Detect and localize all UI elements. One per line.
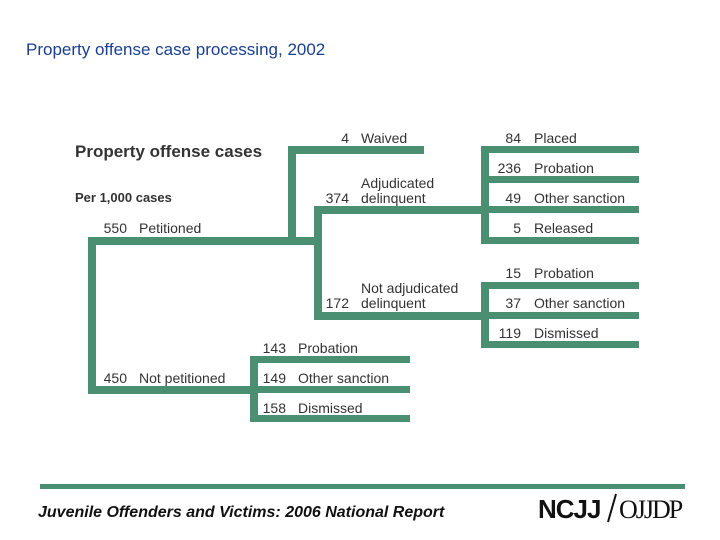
na-other-sanction-label: Other sanction	[534, 295, 626, 311]
not-adjudicated-bar	[314, 312, 489, 320]
trunk-bar	[88, 237, 96, 394]
waived-label: Waived	[361, 130, 408, 146]
placed-bar	[481, 146, 639, 153]
placed-value: 84	[505, 130, 521, 146]
placed-label: Placed	[534, 130, 577, 146]
adjudicated-value: 374	[325, 190, 349, 206]
waived-branch-bar	[288, 146, 296, 245]
adjudication-split-bar	[314, 206, 322, 320]
released-label: Released	[534, 220, 594, 236]
na-other-sanction-value: 37	[505, 295, 521, 311]
petitioned-bar	[88, 237, 320, 245]
na-dismissed-bar	[481, 341, 639, 348]
waived-bar	[288, 146, 424, 154]
not-adjudicated-label-1: Not adjudicated	[361, 280, 459, 296]
probation-bar	[481, 176, 639, 183]
released-value: 5	[513, 220, 521, 236]
not-adjudicated-value: 172	[325, 295, 349, 311]
na-other-sanction-bar	[481, 312, 639, 319]
not-petitioned-label: Not petitioned	[139, 370, 226, 386]
petitioned-label: Petitioned	[139, 220, 202, 236]
na-dismissed-label: Dismissed	[534, 325, 599, 341]
adj-probation-value: 236	[497, 160, 521, 176]
adj-other-sanction-label: Other sanction	[534, 190, 626, 206]
waived-value: 4	[341, 130, 349, 146]
not-adjudicated-label-2: delinquent	[361, 295, 426, 311]
adjudicated-bar	[314, 206, 489, 214]
np-dismissed-value: 158	[262, 400, 286, 416]
not-petitioned-bar	[88, 386, 253, 394]
petitioned-value: 550	[103, 220, 127, 236]
footer-divider	[40, 484, 685, 489]
adjudicated-outcome-vbar	[481, 146, 489, 244]
np-dismissed-bar	[250, 415, 410, 422]
ojjdp-logo-text: OJJDP	[619, 495, 683, 524]
released-bar	[481, 237, 639, 244]
ncjj-ojjdp-logo: NCJJ OJJDP	[538, 493, 685, 524]
na-probation-label: Probation	[534, 265, 594, 281]
na-dismissed-value: 119	[498, 325, 521, 341]
np-probation-bar	[250, 356, 410, 363]
page-title: Property offense case processing, 2002	[26, 40, 326, 59]
diagram-subheading: Per 1,000 cases	[75, 190, 172, 205]
na-probation-bar	[481, 282, 639, 289]
not-petitioned-value: 450	[103, 370, 127, 386]
np-probation-value: 143	[262, 340, 286, 356]
np-dismissed-label: Dismissed	[298, 400, 363, 416]
adj-other-sanction-value: 49	[505, 190, 521, 206]
adj-probation-label: Probation	[534, 160, 594, 176]
np-other-sanction-value: 149	[262, 370, 286, 386]
footer-report-title: Juvenile Offenders and Victims: 2006 Nat…	[38, 504, 445, 521]
np-other-sanction-bar	[250, 386, 410, 393]
np-other-sanction-label: Other sanction	[298, 370, 390, 386]
adjudicated-label-1: Adjudicated	[361, 175, 435, 191]
adjudicated-label-2: delinquent	[361, 190, 426, 206]
na-probation-value: 15	[505, 265, 521, 281]
np-probation-label: Probation	[298, 340, 358, 356]
other-sanction-bar	[481, 206, 639, 213]
diagram-heading: Property offense cases	[75, 142, 263, 161]
logo-slash	[607, 493, 617, 523]
ncjj-logo-text: NCJJ	[538, 494, 600, 524]
